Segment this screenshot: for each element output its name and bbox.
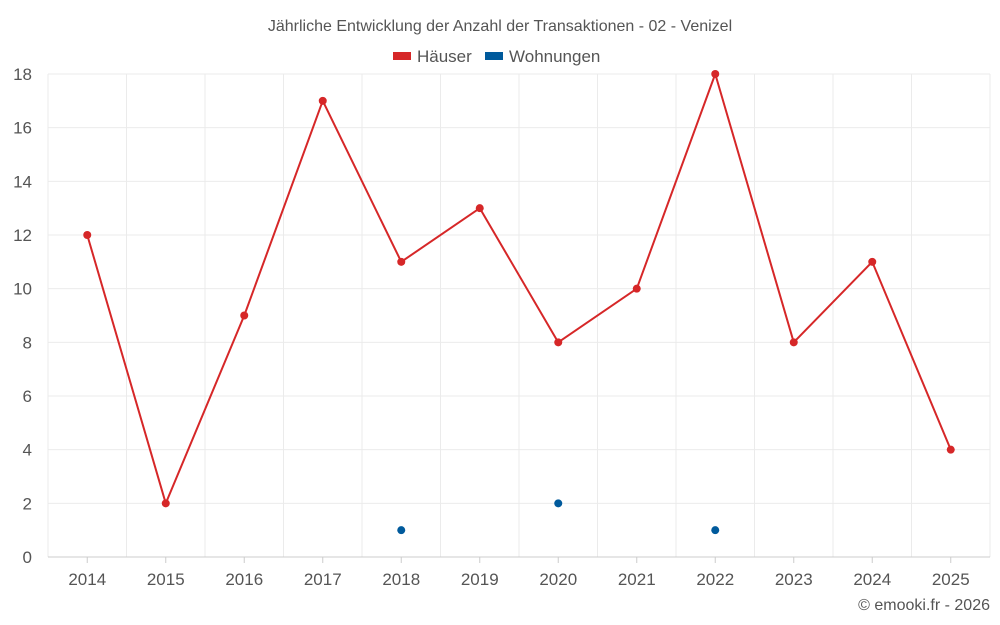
y-tick-label: 6 — [23, 387, 32, 406]
y-tick-label: 4 — [23, 441, 32, 460]
legend-label-haeuser[interactable]: Häuser — [417, 47, 472, 66]
y-tick-label: 0 — [23, 548, 32, 567]
legend-swatch-wohnungen — [485, 52, 503, 60]
data-point[interactable] — [554, 338, 563, 347]
data-point[interactable] — [711, 70, 720, 78]
data-point[interactable] — [868, 257, 877, 266]
x-tick-label: 2017 — [304, 570, 342, 589]
x-tick-label: 2025 — [932, 570, 970, 589]
y-tick-label: 10 — [13, 280, 32, 299]
grid — [47, 73, 991, 557]
legend-label-wohnungen[interactable]: Wohnungen — [509, 47, 600, 66]
y-axis: 0 2 4 6 8 10 12 14 16 18 — [13, 65, 32, 567]
data-point[interactable] — [475, 204, 484, 213]
data-point[interactable] — [318, 96, 327, 105]
chart-legend: Häuser Wohnungen — [393, 47, 600, 66]
x-tick-label: 2020 — [539, 570, 577, 589]
series-0 — [83, 70, 955, 508]
data-point[interactable] — [397, 257, 406, 266]
x-tick-label: 2022 — [696, 570, 734, 589]
data-point[interactable] — [240, 311, 249, 320]
y-tick-label: 12 — [13, 226, 32, 245]
x-tick-label: 2014 — [68, 570, 106, 589]
credit-text: © emooki.fr - 2026 — [858, 597, 990, 614]
x-tick-label: 2016 — [225, 570, 263, 589]
x-tick-label: 2024 — [853, 570, 891, 589]
y-tick-label: 2 — [23, 494, 32, 513]
x-tick-label: 2019 — [461, 570, 499, 589]
series-layer — [83, 70, 955, 535]
data-point[interactable] — [632, 284, 641, 293]
y-tick-label: 14 — [13, 172, 32, 191]
x-tick-label: 2021 — [618, 570, 656, 589]
data-point[interactable] — [397, 526, 406, 535]
y-tick-label: 8 — [23, 333, 32, 352]
legend-swatch-haeuser — [393, 52, 411, 60]
series-line — [86, 73, 952, 505]
data-point[interactable] — [711, 526, 720, 535]
x-tick-label: 2023 — [775, 570, 813, 589]
y-tick-label: 18 — [13, 65, 32, 84]
data-point[interactable] — [946, 445, 955, 454]
data-point[interactable] — [83, 231, 92, 239]
y-tick-label: 16 — [13, 119, 32, 138]
x-tick-label: 2018 — [382, 570, 420, 589]
data-point[interactable] — [554, 499, 563, 508]
chart-title: Jährliche Entwicklung der Anzahl der Tra… — [268, 18, 732, 35]
data-point[interactable] — [161, 499, 170, 508]
x-axis: 2014 2015 2016 2017 2018 2019 2020 2021 2022 2023… — [48, 556, 990, 589]
x-tick-label: 2015 — [147, 570, 185, 589]
data-point[interactable] — [789, 338, 798, 347]
series-1 — [397, 499, 720, 535]
